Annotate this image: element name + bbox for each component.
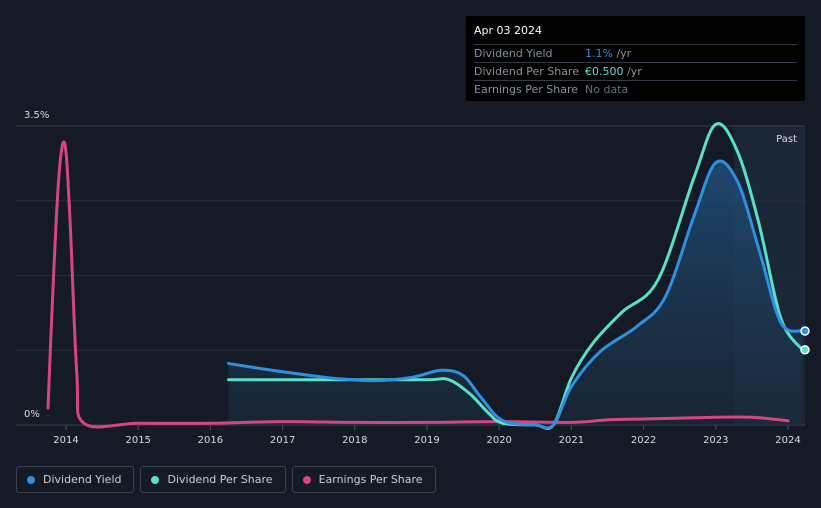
data-tooltip: Apr 03 2024 Dividend Yield 1.1% /yr Divi… bbox=[466, 16, 805, 101]
legend-dot-icon bbox=[302, 475, 311, 484]
tooltip-unit: /yr bbox=[612, 47, 632, 60]
x-tick-label: 2018 bbox=[342, 435, 367, 446]
tooltip-value: No data bbox=[585, 83, 629, 96]
tooltip-value: €0.500 bbox=[585, 65, 624, 78]
tooltip-label: Dividend Per Share bbox=[474, 65, 580, 78]
legend-label: Dividend Yield bbox=[43, 473, 122, 486]
tooltip-row-earnings-per-share: Earnings Per Share No data bbox=[474, 81, 797, 98]
x-tick-label: 2022 bbox=[631, 435, 656, 446]
tooltip-label: Earnings Per Share bbox=[474, 83, 579, 96]
chart-area: 2014 2015 2016 2017 2018 2019 2020 2021 2022 2023… bbox=[16, 110, 810, 446]
dividend-yield-area bbox=[228, 161, 803, 429]
legend-dividend-yield[interactable]: Dividend Yield bbox=[16, 466, 135, 493]
x-tick-label: 2015 bbox=[125, 435, 150, 446]
x-tick-label: 2023 bbox=[703, 435, 728, 446]
dividend-yield-end-marker bbox=[800, 326, 810, 336]
dividend-yield-line bbox=[227, 159, 804, 430]
legend-label: Earnings Per Share bbox=[318, 473, 423, 486]
tooltip-unit: /yr bbox=[623, 65, 642, 78]
tooltip-row-dividend-per-share: Dividend Per Share €0.500 /yr bbox=[474, 63, 797, 81]
x-axis: 2014 2015 2016 2017 2018 2019 2020 2021 2022 2023… bbox=[53, 425, 801, 446]
chart-legend: Dividend Yield Dividend Per Share Earnin… bbox=[16, 466, 436, 493]
x-tick-label: 2014 bbox=[53, 435, 78, 446]
legend-dot-icon bbox=[151, 475, 160, 484]
tooltip-value: 1.1% bbox=[585, 47, 613, 60]
legend-dividend-per-share[interactable]: Dividend Per Share bbox=[140, 466, 286, 493]
x-tick-label: 2020 bbox=[486, 435, 511, 446]
legend-earnings-per-share[interactable]: Earnings Per Share bbox=[291, 466, 436, 493]
tooltip-label: Dividend Yield bbox=[474, 47, 553, 60]
legend-label: Dividend Per Share bbox=[167, 473, 273, 486]
dividend-per-share-line bbox=[227, 122, 804, 431]
y-tick-label-max: 3.5% bbox=[24, 110, 49, 121]
tooltip-date: Apr 03 2024 bbox=[474, 21, 797, 45]
past-label: Past bbox=[776, 134, 797, 145]
series-lines bbox=[46, 122, 810, 431]
x-tick-label: 2021 bbox=[559, 435, 584, 446]
tooltip-row-dividend-yield: Dividend Yield 1.1% /yr bbox=[474, 45, 797, 63]
x-tick-label: 2019 bbox=[414, 435, 439, 446]
x-tick-label: 2016 bbox=[198, 435, 223, 446]
y-tick-label-zero: 0% bbox=[24, 409, 40, 420]
legend-dot-icon bbox=[27, 475, 35, 484]
x-tick-label: 2017 bbox=[270, 435, 295, 446]
x-tick-label: 2024 bbox=[775, 435, 800, 446]
dividend-per-share-end-marker bbox=[800, 345, 810, 355]
earnings-per-share-line bbox=[46, 140, 790, 429]
